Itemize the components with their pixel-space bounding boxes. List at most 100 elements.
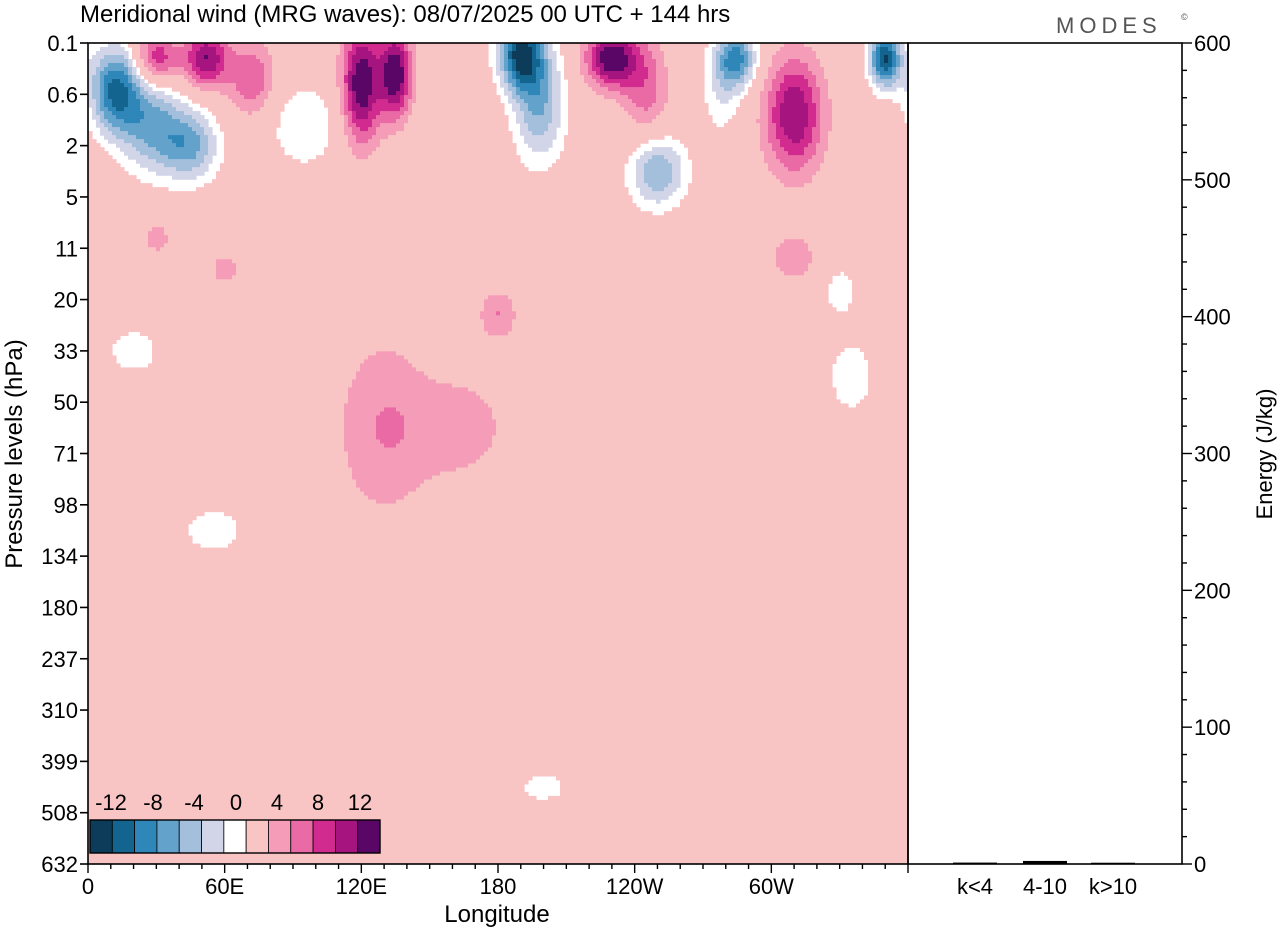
heatmap-cell xyxy=(604,47,609,52)
heatmap-cell xyxy=(364,107,369,112)
heatmap-cell xyxy=(148,99,153,104)
heatmap-cell xyxy=(412,79,417,84)
heatmap-cell xyxy=(348,111,353,116)
heatmap-cell xyxy=(460,107,465,112)
heatmap-cell xyxy=(444,47,449,52)
heatmap-cell xyxy=(516,115,521,120)
heatmap-cell xyxy=(736,91,741,96)
heatmap-cell xyxy=(724,123,729,128)
heatmap-cell xyxy=(700,127,705,132)
heatmap-cell xyxy=(868,131,873,136)
heatmap-cell xyxy=(776,95,781,100)
heatmap-cell xyxy=(368,87,373,92)
heatmap-cell xyxy=(424,55,429,60)
heatmap-cell xyxy=(900,131,905,136)
heatmap-cell xyxy=(200,83,205,88)
heatmap-cell xyxy=(416,91,421,96)
heatmap-cell xyxy=(732,59,737,64)
heatmap-cell xyxy=(796,43,801,48)
heatmap-cell xyxy=(380,43,385,48)
heatmap-cell xyxy=(360,75,365,80)
heatmap-cell xyxy=(796,147,801,152)
heatmap-cell xyxy=(148,95,153,100)
heatmap-cell xyxy=(216,79,221,84)
heatmap-cell xyxy=(876,75,881,80)
heatmap-cell xyxy=(240,51,245,56)
heatmap-cell xyxy=(384,91,389,96)
heatmap-cell xyxy=(568,127,573,132)
heatmap-cell xyxy=(836,119,841,124)
heatmap-cell xyxy=(436,47,441,52)
heatmap-cell xyxy=(696,43,701,48)
heatmap-cell xyxy=(352,127,357,132)
heatmap-cell xyxy=(568,79,573,84)
heatmap-cell xyxy=(680,51,685,56)
heatmap-cell xyxy=(336,119,341,124)
heatmap-cell xyxy=(780,87,785,92)
heatmap-cell xyxy=(856,115,861,120)
heatmap-cell xyxy=(612,51,617,56)
heatmap-cell xyxy=(896,75,901,80)
heatmap-cell xyxy=(496,67,501,72)
heatmap-cell xyxy=(816,75,821,80)
heatmap-cell xyxy=(768,51,773,56)
heatmap-cell xyxy=(660,75,665,80)
heatmap-cell xyxy=(272,139,277,144)
heatmap-cell xyxy=(328,147,333,152)
heatmap-cell xyxy=(368,123,373,128)
heatmap-cell xyxy=(808,127,813,132)
heatmap-cell xyxy=(776,127,781,132)
heatmap-cell xyxy=(240,135,245,140)
heatmap-cell xyxy=(876,131,881,136)
heatmap-cell xyxy=(196,135,201,140)
heatmap-cell xyxy=(812,59,817,64)
heatmap-cell xyxy=(612,139,617,144)
heatmap-cell xyxy=(852,75,857,80)
heatmap-cell xyxy=(704,135,709,140)
heatmap-cell xyxy=(672,79,677,84)
heatmap-cell xyxy=(756,119,761,124)
heatmap-cell xyxy=(440,51,445,56)
heatmap-cell xyxy=(344,67,349,72)
heatmap-cell xyxy=(336,91,341,96)
heatmap-cell xyxy=(780,131,785,136)
heatmap-cell xyxy=(764,147,769,152)
heatmap-cell xyxy=(168,67,173,72)
heatmap-cell xyxy=(496,59,501,64)
heatmap-cell xyxy=(780,123,785,128)
heatmap-cell xyxy=(636,59,641,64)
heatmap-cell xyxy=(800,63,805,68)
heatmap-cell xyxy=(292,47,297,52)
heatmap-cell xyxy=(532,147,537,152)
heatmap-cell xyxy=(424,95,429,100)
heatmap-cell xyxy=(92,83,97,88)
heatmap-cell xyxy=(680,103,685,108)
heatmap-cell xyxy=(172,83,177,88)
heatmap-cell xyxy=(804,87,809,92)
heatmap-cell xyxy=(300,71,305,76)
heatmap-cell xyxy=(872,135,877,140)
heatmap-cell xyxy=(300,59,305,64)
heatmap-cell xyxy=(108,55,113,60)
heatmap-cell xyxy=(536,51,541,56)
heatmap-cell xyxy=(524,99,529,104)
heatmap-cell xyxy=(200,139,205,144)
heatmap-cell xyxy=(888,107,893,112)
heatmap-cell xyxy=(336,111,341,116)
heatmap-cell xyxy=(716,139,721,144)
heatmap-cell xyxy=(148,107,153,112)
heatmap-cell xyxy=(344,139,349,144)
heatmap-cell xyxy=(664,127,669,132)
heatmap-cell xyxy=(180,115,185,120)
heatmap-cell xyxy=(696,127,701,132)
heatmap-cell xyxy=(720,43,725,48)
heatmap-cell xyxy=(284,99,289,104)
heatmap-cell xyxy=(868,71,873,76)
heatmap-cell xyxy=(712,51,717,56)
heatmap-cell xyxy=(848,123,853,128)
heatmap-cell xyxy=(648,103,653,108)
heatmap-cell xyxy=(792,47,797,52)
heatmap-cell xyxy=(436,143,441,148)
heatmap-cell xyxy=(772,79,777,84)
heatmap-cell xyxy=(696,95,701,100)
